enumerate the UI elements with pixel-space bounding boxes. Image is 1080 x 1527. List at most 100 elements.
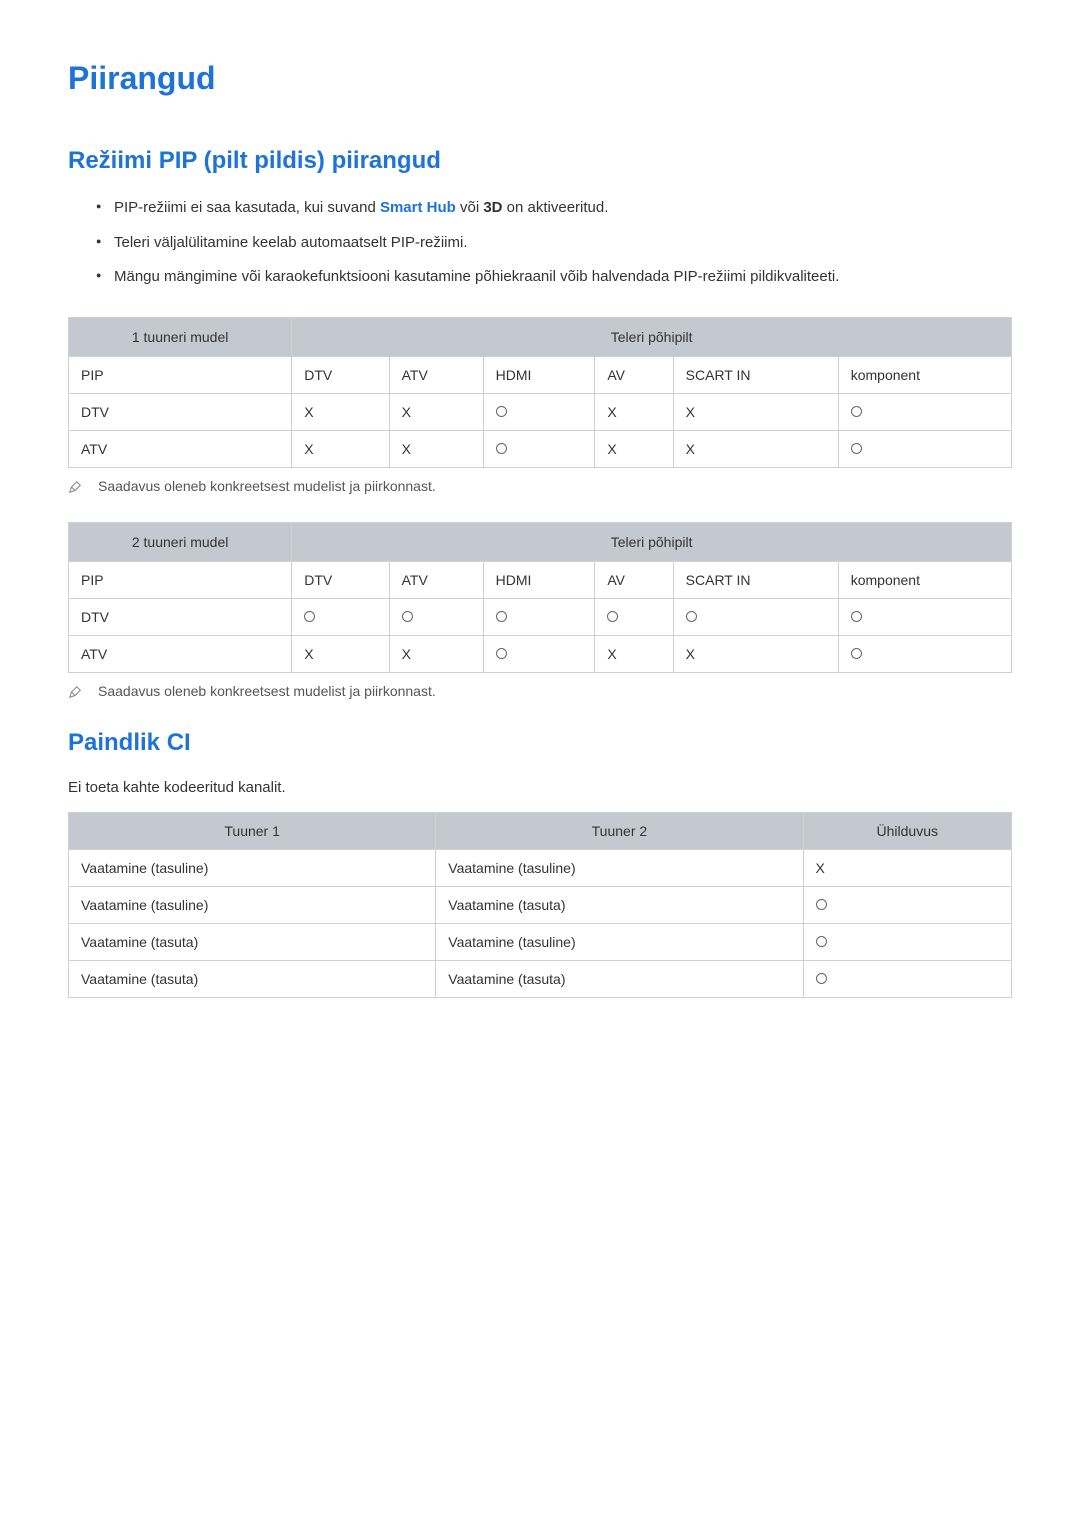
table-cell: X xyxy=(292,635,389,672)
table-column-header: komponent xyxy=(838,356,1011,393)
pencil-icon xyxy=(68,685,82,699)
table-cell: X xyxy=(673,635,838,672)
list-item: PIP-režiimi ei saa kasutada, kui suvand … xyxy=(96,197,1012,220)
circle-mark xyxy=(496,443,507,454)
table-column-header: PIP xyxy=(69,561,292,598)
table-row: ATVXXXX xyxy=(69,430,1012,467)
list-item: Teleri väljalülitamine keelab automaatse… xyxy=(96,232,1012,255)
table-column-header: komponent xyxy=(838,561,1011,598)
table-row: Vaatamine (tasuta)Vaatamine (tasuline) xyxy=(69,923,1012,960)
table-row: Vaatamine (tasuline)Vaatamine (tasuline)… xyxy=(69,849,1012,886)
section2-body: Ei toeta kahte kodeeritud kanalit. xyxy=(68,779,1012,796)
table-column-header: SCART IN xyxy=(673,356,838,393)
table-cell: Vaatamine (tasuta) xyxy=(69,960,436,997)
section2-heading: Paindlik CI xyxy=(68,729,1012,757)
flexible-ci-table: Tuuner 1Tuuner 2Ühilduvus Vaatamine (tas… xyxy=(68,812,1012,998)
table-cell xyxy=(803,960,1011,997)
table-cell: X xyxy=(673,430,838,467)
section1-heading: Režiimi PIP (pilt pildis) piirangud xyxy=(68,147,1012,175)
table-header-row: 2 tuuneri mudel Teleri põhipilt xyxy=(69,522,1012,561)
circle-mark xyxy=(816,899,827,910)
bullet-text: on aktiveeritud. xyxy=(503,199,609,216)
circle-mark xyxy=(304,611,315,622)
circle-mark xyxy=(851,648,862,659)
pip-2tuner-table: 2 tuuneri mudel Teleri põhipilt PIPDTVAT… xyxy=(68,522,1012,673)
table-cell xyxy=(673,598,838,635)
circle-mark xyxy=(816,973,827,984)
table-cell xyxy=(838,598,1011,635)
table-row: Vaatamine (tasuta)Vaatamine (tasuta) xyxy=(69,960,1012,997)
table-cell: X xyxy=(595,393,673,430)
page-title: Piirangud xyxy=(68,60,1012,97)
circle-mark xyxy=(851,406,862,417)
table-main-header: Teleri põhipilt xyxy=(292,522,1012,561)
table-cell xyxy=(595,598,673,635)
table-corner-header: 2 tuuneri mudel xyxy=(69,522,292,561)
note-text: Saadavus oleneb konkreetsest mudelist ja… xyxy=(98,683,436,699)
table-cell: X xyxy=(389,635,483,672)
bullet-text: või xyxy=(456,199,484,216)
circle-mark xyxy=(496,406,507,417)
table-cell xyxy=(292,598,389,635)
table-cell: Vaatamine (tasuta) xyxy=(69,923,436,960)
table-column-header: ATV xyxy=(389,561,483,598)
table-cell: Vaatamine (tasuline) xyxy=(69,886,436,923)
table-cell xyxy=(838,393,1011,430)
table-column-row: PIPDTVATVHDMIAVSCART INkomponent xyxy=(69,356,1012,393)
table-column-header: Tuuner 2 xyxy=(436,812,803,849)
table-row: ATVXXXX xyxy=(69,635,1012,672)
pip-1tuner-table: 1 tuuneri mudel Teleri põhipilt PIPDTVAT… xyxy=(68,317,1012,468)
table-cell xyxy=(838,430,1011,467)
table-column-header: Ühilduvus xyxy=(803,812,1011,849)
table-cell: Vaatamine (tasuline) xyxy=(436,923,803,960)
availability-note: Saadavus oleneb konkreetsest mudelist ja… xyxy=(68,683,1012,699)
table-row: Vaatamine (tasuline)Vaatamine (tasuta) xyxy=(69,886,1012,923)
table-column-header: ATV xyxy=(389,356,483,393)
table-cell xyxy=(389,598,483,635)
table-cell: ATV xyxy=(69,635,292,672)
circle-mark xyxy=(496,648,507,659)
circle-mark xyxy=(686,611,697,622)
table-corner-header: 1 tuuneri mudel xyxy=(69,317,292,356)
circle-mark xyxy=(402,611,413,622)
table-cell xyxy=(803,923,1011,960)
circle-mark xyxy=(816,936,827,947)
table-column-header: DTV xyxy=(292,561,389,598)
smart-hub-link[interactable]: Smart Hub xyxy=(380,199,456,216)
section1-bullet-list: PIP-režiimi ei saa kasutada, kui suvand … xyxy=(68,197,1012,289)
note-text: Saadavus oleneb konkreetsest mudelist ja… xyxy=(98,478,436,494)
table-cell: X xyxy=(389,393,483,430)
table-cell xyxy=(483,430,595,467)
table-column-header: HDMI xyxy=(483,561,595,598)
table-cell: Vaatamine (tasuta) xyxy=(436,960,803,997)
bullet-text: PIP-režiimi ei saa kasutada, kui suvand xyxy=(114,199,380,216)
table-cell: X xyxy=(292,393,389,430)
table-cell: X xyxy=(673,393,838,430)
circle-mark xyxy=(851,611,862,622)
pencil-icon xyxy=(68,480,82,494)
table-header-row: Tuuner 1Tuuner 2Ühilduvus xyxy=(69,812,1012,849)
table-column-row: PIPDTVATVHDMIAVSCART INkomponent xyxy=(69,561,1012,598)
table-cell: X xyxy=(803,849,1011,886)
table-cell xyxy=(483,635,595,672)
table-cell: Vaatamine (tasuline) xyxy=(69,849,436,886)
table-cell: X xyxy=(595,635,673,672)
table-row: DTVXXXX xyxy=(69,393,1012,430)
table-column-header: DTV xyxy=(292,356,389,393)
circle-mark xyxy=(607,611,618,622)
table-cell: Vaatamine (tasuline) xyxy=(436,849,803,886)
table-column-header: AV xyxy=(595,561,673,598)
table-column-header: Tuuner 1 xyxy=(69,812,436,849)
table-cell: X xyxy=(292,430,389,467)
circle-mark xyxy=(496,611,507,622)
table-cell xyxy=(803,886,1011,923)
table-column-header: PIP xyxy=(69,356,292,393)
availability-note: Saadavus oleneb konkreetsest mudelist ja… xyxy=(68,478,1012,494)
table-header-row: 1 tuuneri mudel Teleri põhipilt xyxy=(69,317,1012,356)
table-main-header: Teleri põhipilt xyxy=(292,317,1012,356)
table-cell: ATV xyxy=(69,430,292,467)
table-column-header: HDMI xyxy=(483,356,595,393)
table-cell: Vaatamine (tasuta) xyxy=(436,886,803,923)
table-cell: X xyxy=(595,430,673,467)
table-cell: X xyxy=(389,430,483,467)
